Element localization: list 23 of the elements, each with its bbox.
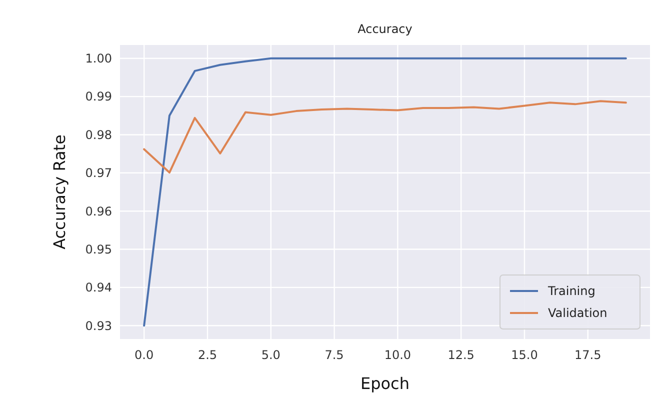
y-axis-title: Accuracy Rate (50, 134, 69, 250)
line-series (143, 57, 627, 327)
x-tick-label: 0.0 (134, 348, 154, 362)
x-tick-label: 17.5 (574, 348, 602, 362)
y-tick-label: 0.94 (85, 280, 112, 295)
y-tick-label: 0.99 (85, 90, 112, 104)
legend-label: Validation (548, 306, 608, 320)
x-tick-label: 15.0 (511, 348, 538, 362)
y-tick-label: 0.95 (85, 242, 112, 256)
y-tick-label: 0.98 (85, 128, 112, 142)
x-tick-label: 2.5 (198, 348, 218, 362)
legend-label: Training (547, 284, 596, 298)
line-series (143, 100, 627, 174)
x-tick-label: 12.5 (448, 348, 474, 362)
chart-title: Accuracy (358, 22, 412, 36)
x-axis-title: Epoch (360, 374, 410, 393)
x-tick-label: 5.0 (261, 348, 280, 362)
x-tick-label: 10.0 (384, 348, 412, 362)
y-tick-label: 1.00 (85, 52, 112, 66)
y-tick-label: 0.96 (85, 204, 112, 218)
x-tick-label: 7.5 (324, 348, 344, 362)
y-tick-label: 0.97 (85, 166, 112, 180)
y-tick-label: 0.93 (85, 318, 112, 333)
